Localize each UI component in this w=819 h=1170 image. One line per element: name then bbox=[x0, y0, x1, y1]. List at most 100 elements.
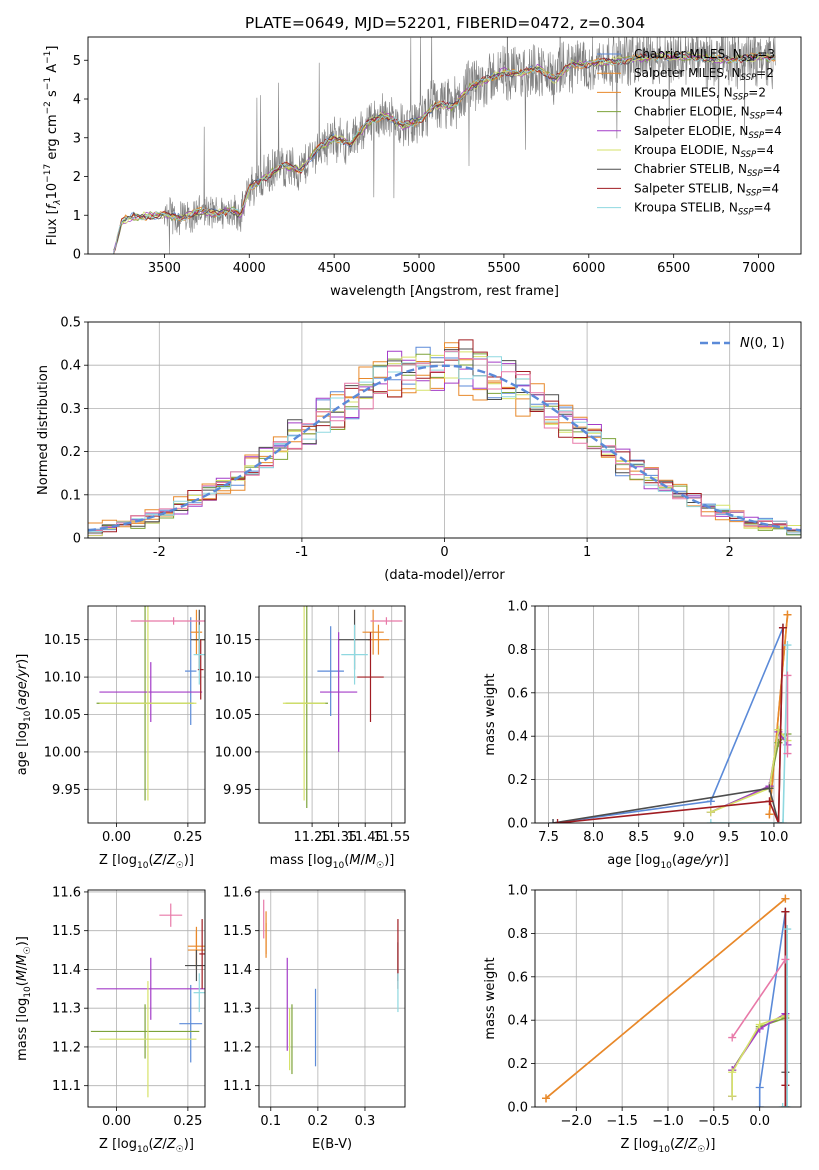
mass-vs-ebv-ytick-label: 11.5 bbox=[223, 924, 252, 939]
plus-marker bbox=[781, 907, 790, 916]
mass-weight-vs-age-axes: 7.5 8.0 8.5 9.0 9.5 10.0 0.0 0.2 0.4 0.6 0.8 1.0 bbox=[507, 600, 801, 845]
data-point bbox=[90, 1004, 200, 1059]
data-point bbox=[367, 624, 390, 655]
age-vs-Z-ytick-label: 10.10 bbox=[44, 671, 81, 686]
age-vs-mass-ytick-label: 10.10 bbox=[215, 671, 252, 686]
plus-marker bbox=[755, 1083, 764, 1092]
weight-line-kroupa-miles bbox=[768, 614, 789, 815]
residuals-ytick-label: 0 bbox=[73, 532, 81, 547]
mass-weight-vs-Z-axes: −2.0 −1.5 −1.0 −0.5 0.0 0.0 0.2 0.4 0.6 0.8 1.0 bbox=[507, 884, 801, 1129]
plus-marker bbox=[783, 641, 792, 650]
age-vs-mass-xtick-label: 11.45 bbox=[347, 830, 384, 845]
age-vs-Z-plot-area bbox=[96, 606, 205, 801]
x-axis-label: mass [log10(M/M☉)] bbox=[270, 853, 395, 871]
plus-marker bbox=[778, 623, 787, 632]
plus-marker bbox=[783, 610, 792, 619]
model-spectrum-salpeter-stelib bbox=[113, 51, 776, 254]
residuals-xtick-label: -1 bbox=[295, 545, 308, 560]
spectrum-xtick-label: 5500 bbox=[487, 261, 520, 276]
plus-marker bbox=[778, 1103, 787, 1107]
spectrum-xtick-label: 6000 bbox=[572, 261, 605, 276]
mass-vs-Z-xtick-label: 0.25 bbox=[173, 1114, 202, 1129]
mass-weight-vs-age-ytick-label: 1.0 bbox=[507, 600, 528, 615]
data-point bbox=[357, 632, 384, 722]
plus-marker bbox=[728, 1092, 737, 1101]
mass-weight-vs-age-ytick-label: 0.0 bbox=[507, 817, 528, 832]
age-vs-Z-ytick-label: 10.15 bbox=[44, 633, 81, 648]
plus-marker bbox=[765, 810, 774, 819]
data-point bbox=[179, 984, 203, 1063]
mass-vs-ebv-axes: 0.1 0.2 0.3 11.1 11.2 11.3 11.4 11.5 11.6 bbox=[223, 885, 405, 1129]
data-point bbox=[199, 919, 205, 989]
mass-weight-vs-age-ytick-label: 0.4 bbox=[507, 730, 528, 745]
plus-marker bbox=[706, 797, 715, 806]
plus-marker bbox=[728, 1033, 737, 1042]
data-point bbox=[96, 957, 205, 1020]
mass-vs-Z-ytick-label: 11.6 bbox=[52, 885, 81, 900]
residuals-xtick-label: 1 bbox=[583, 545, 591, 560]
mass-weight-vs-age-xtick-label: 10.0 bbox=[759, 830, 788, 845]
spectrum-axes: 3500 4000 4500 5000 5500 6000 6500 7000 0 1 2 3 4 5 bbox=[73, 54, 775, 276]
mass-weight-vs-Z-ytick-label: 0.4 bbox=[507, 1014, 528, 1029]
plus-marker bbox=[781, 955, 790, 964]
mass-weight-vs-Z-plot-area bbox=[542, 894, 792, 1107]
mass-vs-ebv-ytick-label: 11.1 bbox=[223, 1079, 252, 1094]
spectrum-ytick-label: 2 bbox=[73, 170, 81, 185]
spectrum-ytick-label: 0 bbox=[73, 248, 81, 263]
age-vs-Z-ytick-label: 10.05 bbox=[44, 708, 81, 723]
age-vs-Z-ytick-label: 9.95 bbox=[52, 783, 81, 798]
legend-entry: Chabrier ELODIE, NSSP=4 bbox=[634, 105, 783, 122]
mass-weight-vs-age-xtick-label: 8.0 bbox=[583, 830, 604, 845]
residuals-xtick-label: 0 bbox=[440, 545, 448, 560]
mass-weight-vs-Z-xtick-label: −1.0 bbox=[652, 1114, 684, 1129]
data-point bbox=[99, 662, 203, 722]
spectrum-ytick-label: 3 bbox=[73, 131, 81, 146]
spectrum-ytick-label: 1 bbox=[73, 209, 81, 224]
plus-marker bbox=[774, 819, 783, 823]
mass-vs-Z-ytick-label: 11.1 bbox=[52, 1079, 81, 1094]
age-vs-mass-ytick-label: 10.15 bbox=[215, 633, 252, 648]
mass-vs-Z-frame bbox=[87, 889, 206, 1108]
age-vs-mass-ytick-label: 10.00 bbox=[215, 745, 252, 760]
legend-entry: Salpeter MILES, NSSP=2 bbox=[634, 66, 774, 83]
legend-entry: Chabrier MILES, NSSP=3 bbox=[634, 47, 775, 64]
model-spectrum-kroupa-stelib bbox=[113, 51, 776, 254]
mass-vs-Z-xtick-label: 0.00 bbox=[102, 1114, 131, 1129]
weight-line-kroupa-miles bbox=[545, 898, 786, 1099]
data-point bbox=[99, 606, 197, 801]
weight-line-pink bbox=[731, 958, 787, 1039]
mass-vs-Z-axes: 0.00 0.25 11.1 11.2 11.3 11.4 11.5 11.6 bbox=[52, 885, 205, 1129]
mass-weight-vs-Z-ytick-label: 1.0 bbox=[507, 884, 528, 899]
model-spectrum-chabrier-miles bbox=[113, 52, 776, 254]
mass-weight-vs-age-plot-area bbox=[549, 610, 792, 823]
legend-entry: Kroupa STELIB, NSSP=4 bbox=[634, 201, 771, 218]
mass-vs-Z-plot-area bbox=[90, 903, 205, 1098]
data-point bbox=[193, 973, 205, 1013]
plus-marker bbox=[728, 1068, 737, 1077]
mass-weight-vs-age-xtick-label: 7.5 bbox=[538, 830, 559, 845]
residual-histogram-pink bbox=[88, 350, 801, 531]
age-vs-Z-frame bbox=[87, 605, 206, 824]
spectrum-xtick-label: 3500 bbox=[148, 261, 181, 276]
data-point bbox=[130, 617, 205, 625]
spectrum-ytick-label: 4 bbox=[73, 93, 81, 108]
mass-weight-vs-Z-xtick-label: −1.5 bbox=[606, 1114, 638, 1129]
age-vs-mass-xtick-label: 11.55 bbox=[373, 830, 410, 845]
mass-vs-ebv-ytick-label: 11.2 bbox=[223, 1040, 252, 1055]
plus-marker bbox=[553, 819, 562, 823]
age-vs-mass-frame bbox=[258, 605, 406, 824]
data-point bbox=[99, 981, 197, 1098]
age-vs-mass-plot-area bbox=[282, 606, 403, 809]
plus-marker bbox=[778, 819, 787, 823]
data-point bbox=[185, 950, 205, 982]
mass-vs-ebv-xtick-label: 0.1 bbox=[260, 1114, 281, 1129]
residuals-xtick-label: -2 bbox=[153, 545, 166, 560]
mass-weight-vs-Z-ytick-label: 0.6 bbox=[507, 970, 528, 985]
y-axis-label: mass weight bbox=[483, 673, 498, 755]
mass-weight-vs-Z-ytick-label: 0.0 bbox=[507, 1101, 528, 1116]
mass-vs-Z-ytick-label: 11.5 bbox=[52, 924, 81, 939]
x-axis-label: Z [log10(Z/Z☉)] bbox=[621, 1137, 716, 1155]
plus-marker bbox=[783, 925, 792, 934]
plus-marker bbox=[542, 1094, 551, 1103]
